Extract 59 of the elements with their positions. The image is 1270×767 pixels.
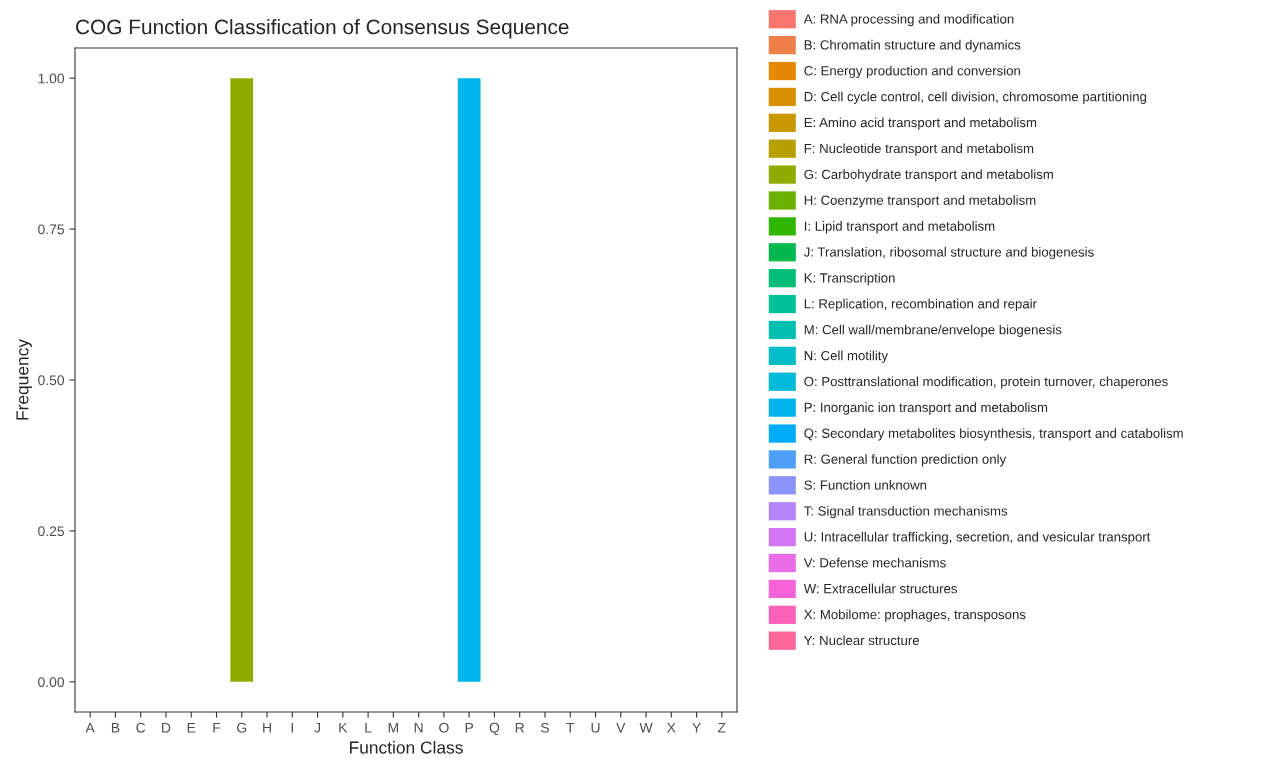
y-axis-title: Frequency: [16, 339, 32, 420]
legend-label: N: Cell motility: [804, 350, 889, 363]
legend-label: F: Nucleotide transport and metabolism: [804, 143, 1034, 156]
legend-label: H: Coenzyme transport and metabolism: [804, 195, 1036, 208]
x-tick-label: C: [136, 722, 146, 733]
y-tick-label: 0.00: [38, 677, 65, 687]
legend-label: M: Cell wall/membrane/envelope biogenesis: [804, 324, 1062, 337]
x-tick-label: B: [111, 722, 120, 733]
legend-label: L: Replication, recombination and repair: [804, 298, 1037, 312]
x-tick-label: H: [263, 722, 271, 733]
y-tick-label: 0.75: [38, 224, 64, 235]
legend-label: J: Translation, ribosomal structure and biogenesis: [803, 247, 1094, 260]
y-tick-label: 0.25: [38, 526, 64, 537]
x-tick-label: L: [365, 722, 372, 733]
x-tick-label: Z: [718, 722, 726, 733]
legend-label: K: Transcription: [804, 272, 895, 286]
y-tick-label: 0.50: [38, 375, 65, 386]
x-tick-label: D: [162, 722, 171, 733]
x-tick-label: N: [414, 722, 423, 733]
x-tick-label: U: [591, 722, 600, 733]
chart-title: COG Function Classification of Consensus Sequence: [76, 19, 569, 39]
x-tick-label: W: [639, 722, 653, 733]
x-tick-label: V: [616, 722, 626, 733]
legend-label: R: General function prediction only: [804, 454, 1007, 467]
legend-label: P: Inorganic ion transport and metabolism: [804, 402, 1048, 415]
x-tick-label: Q: [489, 722, 500, 736]
x-tick-label: R: [515, 722, 525, 733]
legend-label: S: Function unknown: [804, 480, 927, 490]
legend-label: V: Defense mechanisms: [803, 557, 946, 568]
legend-label: B: Chromatin structure and dynamics: [804, 39, 1021, 53]
x-tick-label: K: [339, 722, 348, 733]
legend-label: Y: Nuclear structure: [804, 635, 919, 646]
x-tick-label: X: [666, 722, 676, 733]
y-tick-label: 1.00: [38, 73, 65, 84]
legend-label: X: Mobilome: prophages, transposons: [804, 609, 1026, 622]
x-axis-title: Function Class: [350, 740, 463, 754]
legend-label: C: Energy production and conversion: [804, 65, 1020, 79]
x-tick-label: S: [540, 722, 549, 733]
x-tick-label: O: [439, 722, 449, 733]
x-tick-label: G: [237, 722, 247, 733]
legend-label: U: Intracellular trafficking, secretion, and vesicular transport: [804, 531, 1151, 545]
legend-label: G: Carbohydrate transport and metabolism: [804, 169, 1053, 182]
x-tick-label: Y: [692, 722, 701, 733]
x-tick-label: P: [465, 722, 474, 733]
x-tick-label: F: [213, 722, 221, 733]
x-tick-label: E: [187, 722, 196, 733]
x-tick-label: M: [388, 722, 399, 733]
legend-label: Q: Secondary metabolites biosynthesis, transport and catabolism: [804, 428, 1183, 441]
x-tick-label: A: [85, 722, 95, 733]
legend-label: W: Extracellular structures: [803, 583, 957, 594]
x-tick-label: T: [566, 722, 575, 733]
legend-label: T: Signal transduction mechanisms: [804, 505, 1008, 519]
x-tick-label: J: [314, 722, 321, 733]
legend-label: O: Posttranslational modification, protein turnover, chaperones: [804, 376, 1168, 389]
x-tick-label: I: [291, 722, 293, 733]
legend-label: D: Cell cycle control, cell division, chromosome partitioning: [804, 91, 1147, 104]
legend-label: E: Amino acid transport and metabolism: [804, 117, 1037, 130]
legend-label: I: Lipid transport and metabolism: [804, 221, 995, 234]
legend-label: A: RNA processing and modification: [803, 13, 1014, 27]
